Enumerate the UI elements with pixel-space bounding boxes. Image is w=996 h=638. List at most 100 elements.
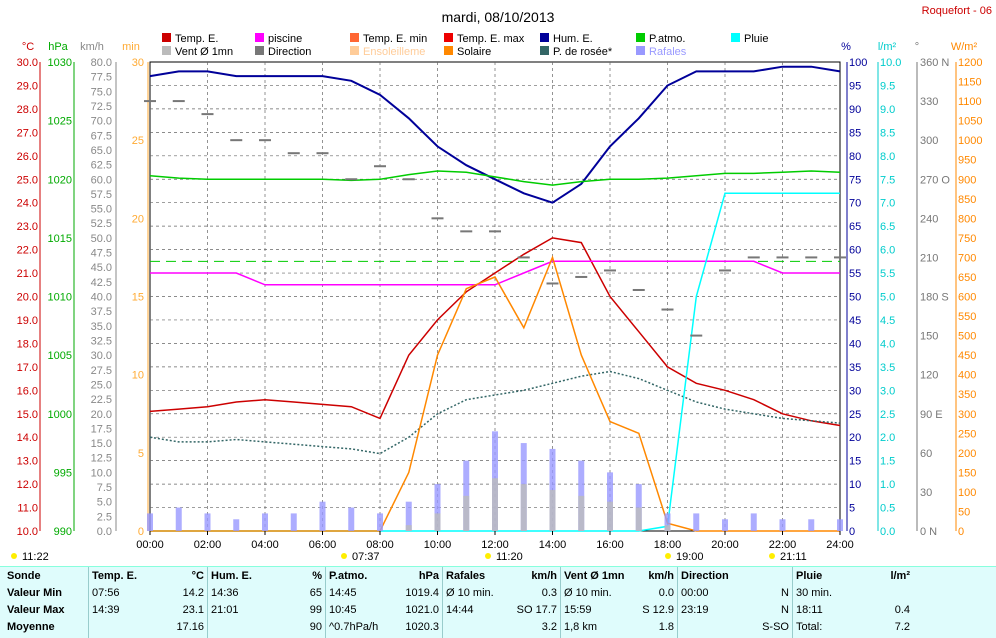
hum-tick: 35 bbox=[849, 362, 861, 374]
bar-rafales bbox=[290, 513, 297, 531]
solar-tick: 950 bbox=[958, 155, 976, 167]
hum-max-time: 21:01 bbox=[211, 603, 239, 616]
point-direction bbox=[575, 275, 588, 278]
temp-tick: 10.0 bbox=[17, 526, 38, 538]
hum-tick: 90 bbox=[849, 104, 861, 116]
summary-hum: Hum. E.% 14:36 65 21:01 99 90 bbox=[207, 567, 325, 638]
temp-tick: 28.0 bbox=[17, 104, 38, 116]
legend-swatch bbox=[444, 46, 453, 55]
dir-tick: 30 bbox=[920, 487, 932, 499]
temp-tick: 19.0 bbox=[17, 315, 38, 327]
axis-unit-hum: % bbox=[841, 41, 851, 53]
temp-tick: 27.0 bbox=[17, 127, 38, 139]
legend-label: Vent Ø 1mn bbox=[175, 46, 233, 58]
station-name: Roquefort - 06 bbox=[922, 5, 992, 17]
hum-tick: 85 bbox=[849, 127, 861, 139]
summary-sonde: Sonde Valeur Min Valeur Max Moyenne bbox=[4, 567, 88, 638]
solar-tick: 650 bbox=[958, 272, 976, 284]
temp-tick: 12.0 bbox=[17, 479, 38, 491]
sun-time: 21:11 bbox=[780, 551, 807, 563]
axis-unit-solar: W/m² bbox=[951, 41, 978, 53]
solar-tick: 500 bbox=[958, 331, 976, 343]
temp-tick: 22.0 bbox=[17, 245, 38, 257]
summary-direction: Direction 00:00 N 23:19 N S-SO bbox=[677, 567, 792, 638]
point-direction bbox=[287, 152, 300, 155]
x-tick-label: 20:00 bbox=[711, 539, 739, 551]
bar-rafales bbox=[405, 501, 412, 531]
rain-tick: 5.5 bbox=[880, 268, 895, 280]
sun-markers: 11:22 07:37 11:20 19:00 21:11 bbox=[11, 551, 807, 563]
rafales-max-value: SO 17.7 bbox=[516, 603, 557, 616]
temp-tick: 13.0 bbox=[17, 456, 38, 468]
rain-tick: 4.0 bbox=[880, 338, 895, 350]
legend-swatch bbox=[540, 46, 549, 55]
bar-vent-1mn bbox=[578, 495, 585, 531]
hum-avg-value: 90 bbox=[309, 620, 322, 633]
chart-title: mardi, 08/10/2013 bbox=[442, 9, 555, 25]
solar-tick: 1000 bbox=[958, 135, 982, 147]
hum-avg-note bbox=[208, 618, 292, 635]
pluie-r1-note: 30 min. bbox=[796, 586, 833, 599]
weather-chart: mardi, 08/10/2013 Roquefort - 06 Temp. E… bbox=[11, 5, 992, 563]
dir-tick: 120 bbox=[920, 370, 938, 382]
wind-tick: 7.5 bbox=[97, 482, 112, 494]
legend-swatch bbox=[731, 33, 740, 42]
wind-tick: 0.0 bbox=[97, 526, 112, 538]
hum-unit: % bbox=[312, 569, 322, 582]
wind-tick: 70.0 bbox=[91, 116, 112, 128]
x-tick-label: 18:00 bbox=[654, 539, 682, 551]
minutes-tick: 20 bbox=[132, 213, 144, 225]
bar-rafales bbox=[779, 519, 786, 531]
rain-tick: 8.0 bbox=[880, 151, 895, 163]
sun-time: 07:37 bbox=[352, 551, 380, 563]
axis-units: °C hPa km/h min% l/m² ° W/m² bbox=[22, 41, 978, 53]
rafales-unit: km/h bbox=[531, 569, 557, 582]
rain-tick: 7.5 bbox=[880, 174, 895, 186]
x-tick-label: 12:00 bbox=[481, 539, 509, 551]
point-direction bbox=[431, 217, 444, 220]
point-direction bbox=[834, 256, 846, 259]
press-tick: 990 bbox=[54, 526, 72, 538]
legend-swatch bbox=[350, 33, 359, 42]
hum-tick: 15 bbox=[849, 456, 861, 468]
solar-tick: 550 bbox=[958, 311, 976, 323]
bar-vent-1mn bbox=[607, 501, 613, 531]
legend-label: P.atmo. bbox=[649, 33, 686, 45]
temp-max-value: 23.1 bbox=[182, 603, 204, 616]
sun-time: 11:20 bbox=[496, 551, 523, 563]
temp-tick: 17.0 bbox=[17, 362, 38, 374]
row-max-label: Valeur Max bbox=[7, 603, 65, 616]
wind-tick: 30.0 bbox=[91, 350, 112, 362]
legend-label: Temp. E. bbox=[175, 33, 218, 45]
wind-tick: 52.5 bbox=[91, 218, 112, 230]
sun-icon bbox=[341, 553, 347, 559]
legend-swatch bbox=[350, 46, 359, 55]
sun-time: 11:22 bbox=[22, 551, 49, 563]
x-tick-label: 14:00 bbox=[539, 539, 567, 551]
bar-rafales bbox=[147, 513, 153, 531]
rafales-avg-note bbox=[443, 618, 506, 635]
point-direction bbox=[546, 282, 559, 285]
solar-tick: 1050 bbox=[958, 116, 982, 128]
bar-rafales bbox=[319, 501, 326, 531]
wind-tick: 47.5 bbox=[91, 248, 112, 260]
series-p-atmo- bbox=[149, 170, 841, 186]
solar-tick: 600 bbox=[958, 292, 976, 304]
sonde-title: Sonde bbox=[7, 569, 41, 582]
wind-tick: 35.0 bbox=[91, 321, 112, 333]
point-direction bbox=[517, 256, 530, 259]
solar-tick: 0 bbox=[958, 526, 964, 538]
wind-tick: 15.0 bbox=[91, 438, 112, 450]
rain-tick: 4.5 bbox=[880, 315, 895, 327]
pluie-total-value: 7.2 bbox=[894, 620, 910, 633]
axis-unit-dir: ° bbox=[915, 41, 919, 53]
rain-tick: 0.0 bbox=[880, 526, 895, 538]
rafales-min-note: Ø 10 min. bbox=[446, 586, 494, 599]
rain-tick: 0.5 bbox=[880, 503, 895, 515]
rain-tick: 3.0 bbox=[880, 385, 895, 397]
x-tick-label: 16:00 bbox=[596, 539, 624, 551]
hum-tick: 10 bbox=[849, 479, 861, 491]
wind-tick: 80.0 bbox=[91, 57, 112, 69]
sun-icon bbox=[665, 553, 671, 559]
wind-tick: 25.0 bbox=[91, 379, 112, 391]
